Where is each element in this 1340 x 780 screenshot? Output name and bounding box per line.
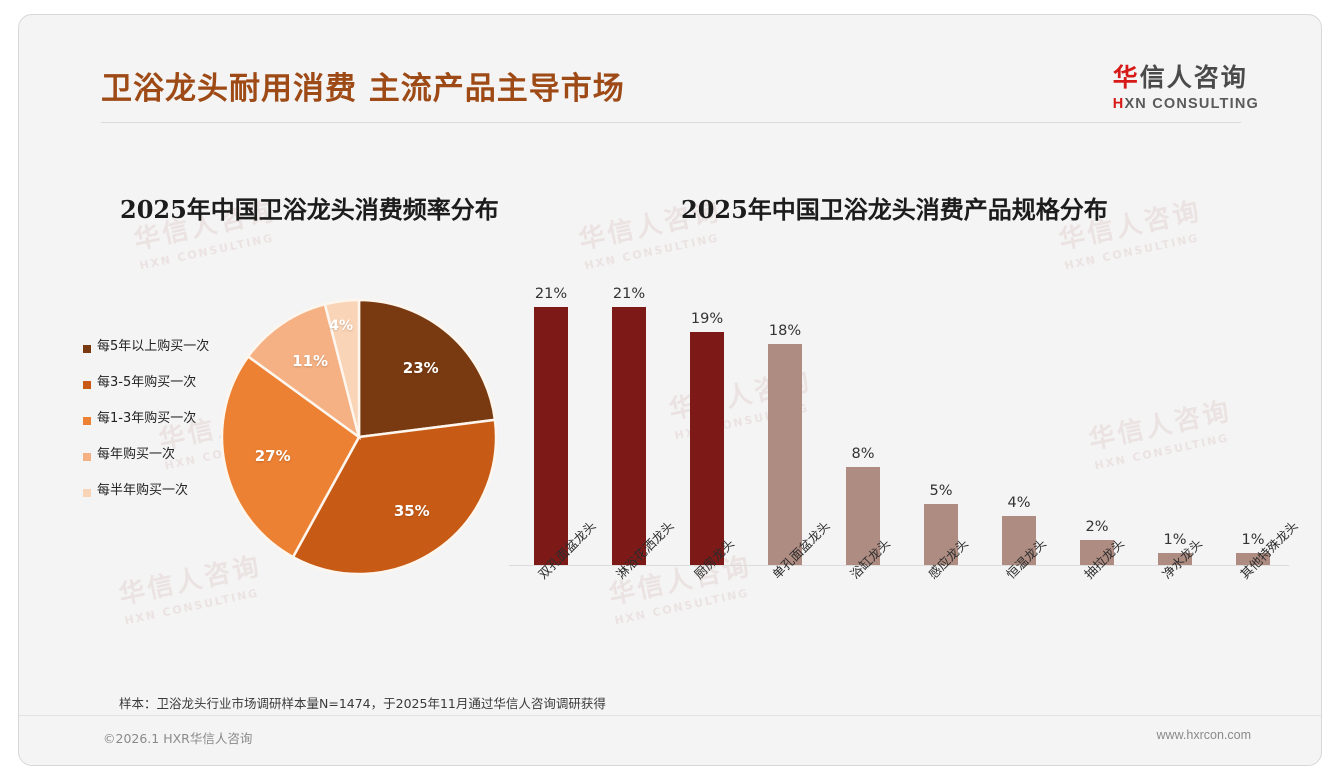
pie-slice[interactable]: [220, 354, 361, 559]
watermark-en: HXN CONSULTING: [138, 231, 276, 273]
website-link[interactable]: www.hxrcon.com: [1156, 728, 1251, 742]
bar-rect[interactable]: [846, 466, 880, 565]
bar-column: 8%: [827, 295, 899, 565]
company-logo: 华信人咨询 HXN CONSULTING: [1113, 65, 1259, 112]
bar-value-label: 8%: [851, 445, 875, 462]
bar-rect[interactable]: [1236, 552, 1270, 565]
bar-value-label: 21%: [534, 286, 568, 303]
bar-column: 18%: [749, 295, 821, 565]
bar-rect[interactable]: [690, 331, 724, 565]
bar-column: 21%: [515, 286, 587, 565]
bar-value-label: 5%: [929, 482, 953, 499]
legend-swatch-icon: [83, 417, 91, 425]
pie-slice-value: 23%: [402, 359, 439, 378]
pie-legend-item[interactable]: 每3-5年购买一次: [83, 375, 233, 413]
pie-chart-title: 2025年中国卫浴龙头消费频率分布: [120, 195, 499, 224]
bar-column: 1%: [1217, 295, 1289, 565]
bar-chart-axis: [509, 565, 1289, 566]
bar-rect[interactable]: [1158, 552, 1192, 565]
pie-slice[interactable]: [246, 302, 362, 441]
bar-value-label: 19%: [690, 310, 724, 327]
bar-rect[interactable]: [924, 503, 958, 565]
slide-header: 卫浴龙头耐用消费 主流产品主导市场 华信人咨询 HXN CONSULTING: [19, 15, 1321, 123]
watermark-en: HXN CONSULTING: [1063, 231, 1201, 273]
bar-chart: 21% 21% 19% 18% 8% 5% 4% 2% 1% 1% 双孔面盆龙头 淋浴花洒龙头 厨房龙…: [509, 277, 1301, 637]
bar-value-label: 18%: [768, 323, 802, 340]
pie-slice[interactable]: [323, 298, 361, 438]
pie-slice-value: 35%: [393, 501, 430, 520]
pie-slice[interactable]: [291, 418, 498, 576]
pie-legend-label: 每5年以上购买一次: [97, 339, 210, 354]
copyright-text: ©2026.1 HXR华信人咨询: [103, 731, 253, 746]
pie-chart: 每5年以上购买一次 每3-5年购买一次 每1-3年购买一次 每年购买一次 每半年购买一次…: [69, 275, 539, 605]
pie-legend-item[interactable]: 每年购买一次: [83, 447, 233, 485]
bar-column: 19%: [671, 295, 743, 565]
pie-legend-label: 每1-3年购买一次: [97, 411, 197, 426]
pie-legend-item[interactable]: 每5年以上购买一次: [83, 339, 233, 377]
pie-slice-value: 27%: [254, 446, 291, 465]
bar-column: 2%: [1061, 295, 1133, 565]
pie-chart-svg: [220, 298, 498, 576]
footer-divider: [19, 715, 1321, 716]
bar-column: 1%: [1139, 295, 1211, 565]
pie-legend-item[interactable]: 每半年购买一次: [83, 483, 233, 521]
bar-chart-title: 2025年中国卫浴龙头消费产品规格分布: [681, 195, 1108, 224]
bar-column: 4%: [983, 295, 1055, 565]
logo-english-rest: XN CONSULTING: [1124, 96, 1259, 112]
legend-swatch-icon: [83, 489, 91, 497]
bar-chart-plot: 21% 21% 19% 18% 8% 5% 4% 2% 1% 1%: [509, 286, 1299, 565]
slide-canvas: 华信人咨询 HXN CONSULTING 华信人咨询 HXN CONSULTIN…: [18, 14, 1322, 766]
pie-legend-item[interactable]: 每1-3年购买一次: [83, 411, 233, 449]
bar-rect[interactable]: [1002, 515, 1036, 565]
source-note: 样本：卫浴龙头行业市场调研样本量N=1474，于2025年11月通过华信人咨询调…: [119, 696, 606, 711]
header-divider: [101, 122, 1241, 123]
bar-column: 21%: [593, 286, 665, 565]
bar-rect[interactable]: [534, 307, 568, 565]
legend-swatch-icon: [83, 345, 91, 353]
pie-legend-label: 每年购买一次: [97, 447, 176, 462]
pie-slice-value: 4%: [329, 318, 354, 335]
bar-value-label: 2%: [1085, 519, 1109, 536]
page-title: 卫浴龙头耐用消费 主流产品主导市场: [101, 71, 625, 107]
legend-swatch-icon: [83, 381, 91, 389]
pie-slice[interactable]: [357, 298, 497, 439]
bar-rect[interactable]: [612, 307, 646, 565]
logo-chinese: 华信人咨询: [1113, 65, 1259, 90]
bar-value-label: 21%: [612, 286, 646, 303]
bar-value-label: 1%: [1241, 531, 1265, 548]
logo-chinese-accent: 华: [1112, 63, 1140, 92]
bar-column: 5%: [905, 295, 977, 565]
legend-swatch-icon: [83, 453, 91, 461]
pie-legend-label: 每3-5年购买一次: [97, 375, 197, 390]
logo-chinese-rest: 信人咨询: [1139, 63, 1248, 92]
pie-legend-label: 每半年购买一次: [97, 483, 189, 498]
bar-value-label: 1%: [1163, 531, 1187, 548]
bar-rect[interactable]: [768, 344, 802, 565]
pie-slice-value: 11%: [292, 352, 329, 371]
bar-value-label: 4%: [1007, 494, 1031, 511]
logo-english: HXN CONSULTING: [1113, 97, 1259, 112]
watermark-en: HXN CONSULTING: [583, 231, 721, 273]
logo-english-accent: H: [1112, 96, 1125, 112]
pie-legend: 每5年以上购买一次 每3-5年购买一次 每1-3年购买一次 每年购买一次 每半年购买一次: [83, 339, 233, 521]
bar-rect[interactable]: [1080, 540, 1114, 565]
